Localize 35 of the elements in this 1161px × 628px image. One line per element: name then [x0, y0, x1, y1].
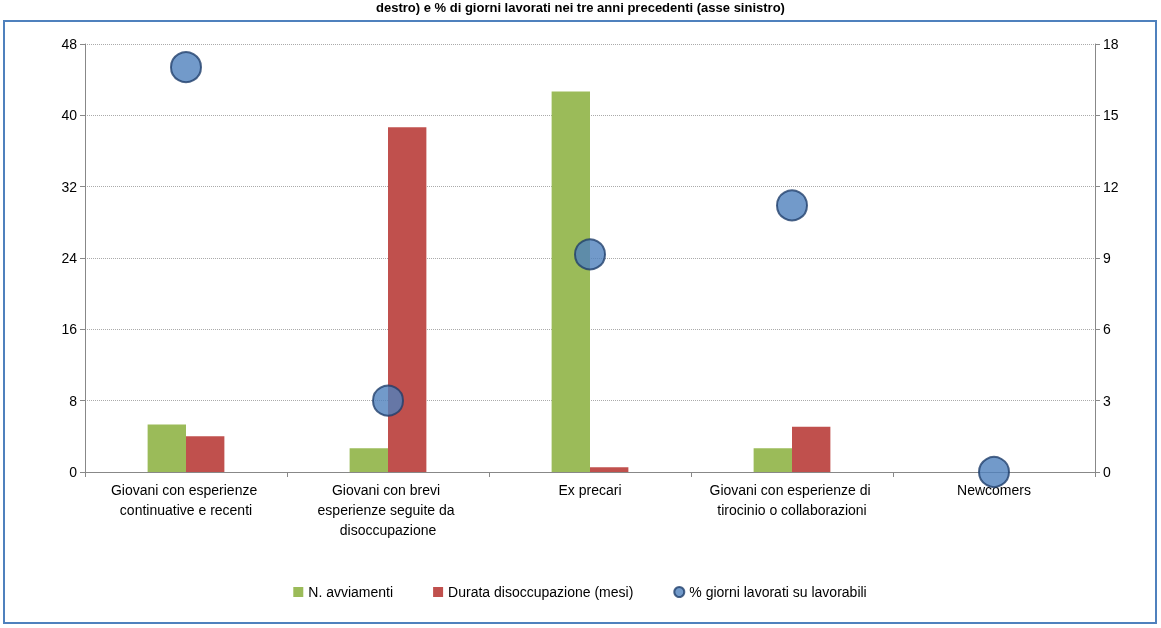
- bar: [349, 448, 388, 472]
- y-tick-label: 0: [69, 464, 78, 480]
- x-tick-label: Giovani con esperienze di tirocinio o collaborazioni: [709, 482, 875, 518]
- chart-title: destro) e % di giorni lavorati nei tre anni precedenti (asse sinistro): [375, 0, 786, 15]
- point: [574, 238, 606, 271]
- point: [372, 384, 404, 417]
- y2-tick-label: 15: [1103, 107, 1119, 124]
- legend-label: Durata disoccupazione (mesi): [448, 584, 634, 600]
- y2-tick-label: 12: [1103, 178, 1119, 195]
- y-tick-label: 32: [61, 178, 78, 195]
- bar: [590, 467, 629, 472]
- bar: [551, 91, 590, 472]
- y-tick-label: 16: [61, 321, 78, 338]
- point: [776, 189, 808, 222]
- y2-tick-label: 0: [1103, 464, 1111, 480]
- x-tick-label: Giovani con brevi esperienze seguite da disoccupazione: [317, 482, 459, 538]
- y2-tick-label: 9: [1103, 250, 1111, 266]
- y-tick-label: 48: [61, 36, 78, 52]
- y-tick-label: 40: [61, 107, 78, 124]
- y2-tick-label: 3: [1103, 392, 1111, 409]
- y-tick-label: 24: [61, 250, 78, 266]
- y2-tick-label: 6: [1103, 321, 1111, 338]
- bar: [753, 448, 792, 472]
- y-tick-label: 8: [69, 392, 78, 409]
- bar: [792, 426, 831, 472]
- bar: [147, 424, 186, 472]
- x-tick-label: Newcomers: [957, 482, 1031, 498]
- y2-tick-label: 18: [1103, 36, 1119, 52]
- x-tick-label: Giovani con esperienze continuative e recenti: [110, 482, 262, 518]
- x-tick-label: Ex precari: [558, 482, 622, 498]
- point: [170, 51, 202, 84]
- bar: [388, 127, 427, 472]
- bar: [186, 436, 225, 472]
- legend-label: N. avviamenti: [308, 584, 394, 600]
- legend-label: % giorni lavorati su lavorabili: [689, 584, 867, 600]
